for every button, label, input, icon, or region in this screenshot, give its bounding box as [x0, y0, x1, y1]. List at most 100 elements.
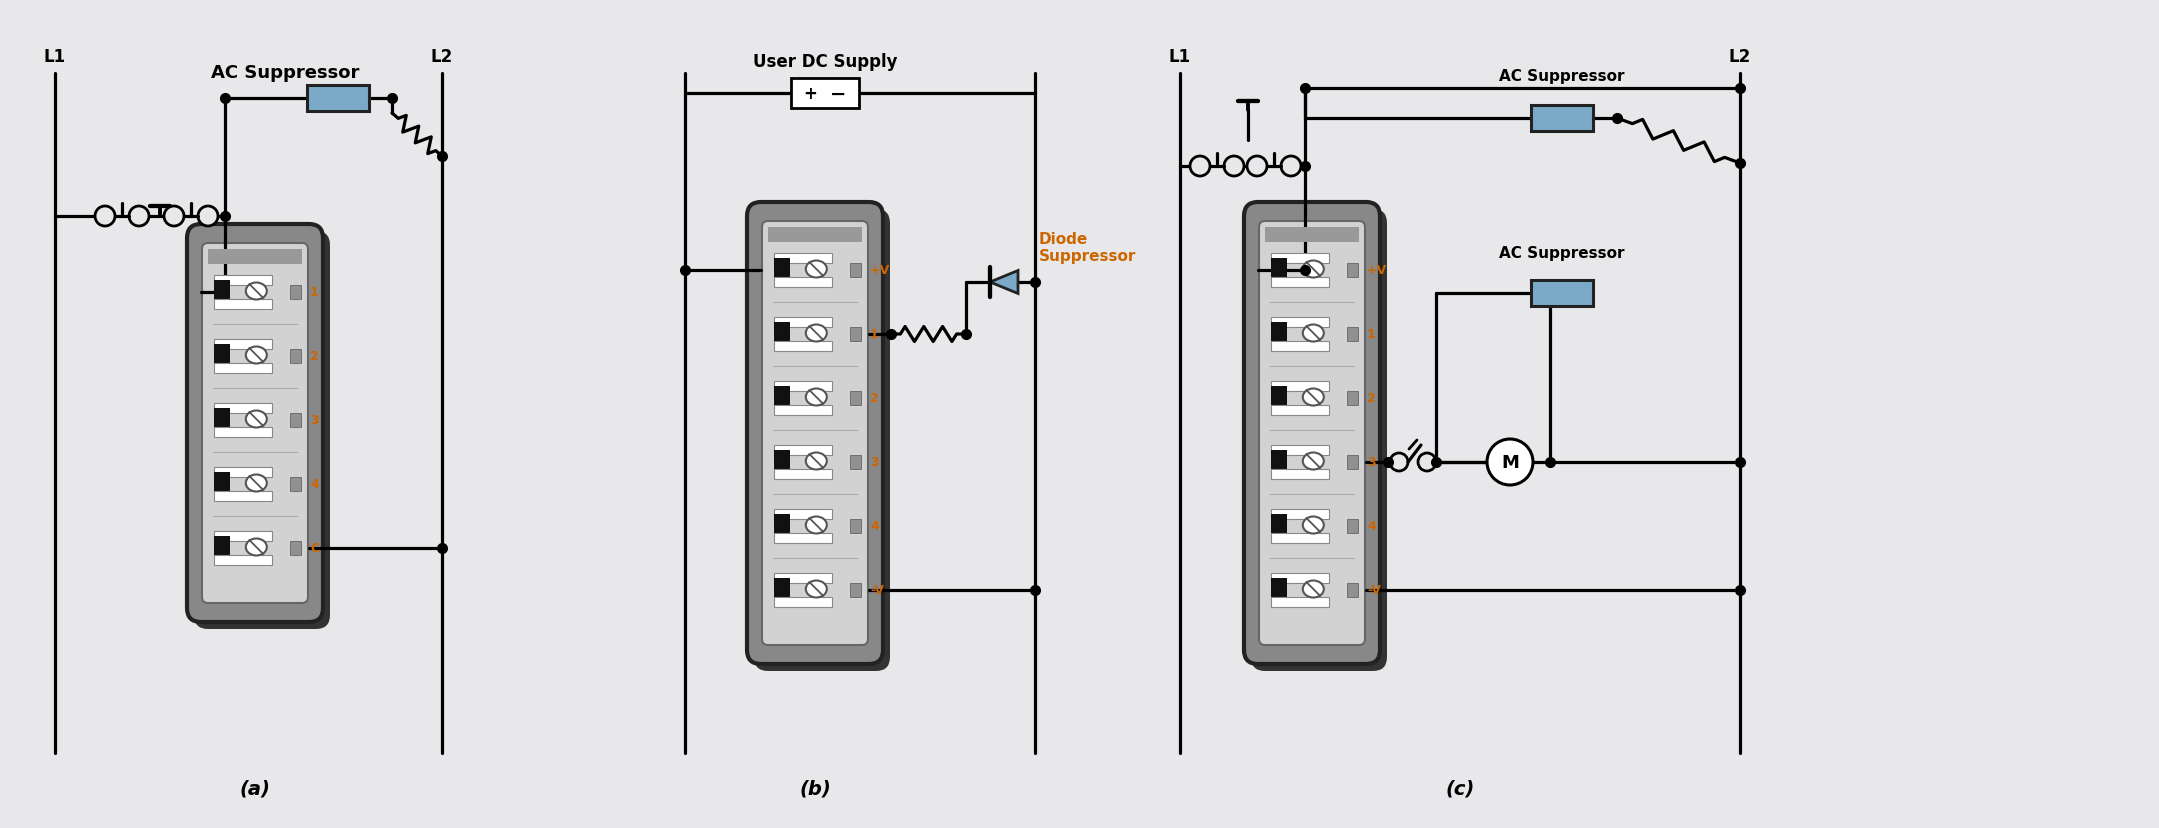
- Ellipse shape: [1302, 517, 1323, 534]
- Bar: [773, 318, 831, 328]
- Text: Diode
Suppressor: Diode Suppressor: [1038, 232, 1136, 264]
- Bar: [1272, 382, 1330, 392]
- Ellipse shape: [1302, 261, 1323, 278]
- FancyBboxPatch shape: [747, 203, 883, 664]
- Circle shape: [199, 207, 218, 227]
- Text: 4: 4: [311, 478, 320, 491]
- Circle shape: [130, 207, 149, 227]
- Bar: [307, 86, 369, 112]
- Bar: [289, 478, 300, 491]
- Bar: [773, 387, 790, 411]
- Ellipse shape: [246, 411, 268, 428]
- Bar: [1347, 328, 1358, 342]
- Bar: [773, 323, 790, 347]
- Circle shape: [1190, 156, 1209, 177]
- Bar: [773, 258, 790, 282]
- Bar: [851, 519, 861, 533]
- Bar: [773, 406, 831, 416]
- Bar: [214, 473, 231, 497]
- Bar: [214, 468, 272, 478]
- Bar: [773, 253, 831, 263]
- Text: M: M: [1501, 454, 1520, 471]
- Circle shape: [1248, 156, 1267, 177]
- Bar: [773, 382, 831, 392]
- Bar: [851, 583, 861, 597]
- Bar: [1272, 450, 1287, 474]
- Bar: [214, 339, 272, 349]
- Bar: [214, 281, 231, 305]
- Bar: [289, 349, 300, 363]
- Bar: [1272, 342, 1330, 352]
- Bar: [773, 277, 831, 287]
- Bar: [1272, 406, 1330, 416]
- Bar: [214, 344, 231, 368]
- Circle shape: [1280, 156, 1302, 177]
- Bar: [773, 445, 831, 455]
- Text: AC Suppressor: AC Suppressor: [1498, 246, 1626, 261]
- Text: -V: -V: [870, 584, 883, 597]
- FancyBboxPatch shape: [188, 224, 324, 623]
- Bar: [1347, 455, 1358, 469]
- Text: 2: 2: [311, 350, 320, 363]
- Bar: [1272, 533, 1330, 543]
- Bar: [1272, 514, 1287, 538]
- Text: (a): (a): [240, 778, 270, 797]
- Ellipse shape: [1302, 325, 1323, 342]
- Bar: [1272, 277, 1330, 287]
- Ellipse shape: [246, 347, 268, 364]
- Bar: [773, 450, 790, 474]
- Bar: [214, 276, 272, 286]
- Bar: [1531, 106, 1593, 132]
- Ellipse shape: [246, 539, 268, 556]
- Circle shape: [95, 207, 114, 227]
- Text: C: C: [311, 542, 320, 555]
- Bar: [1347, 583, 1358, 597]
- Ellipse shape: [805, 325, 827, 342]
- Ellipse shape: [246, 475, 268, 492]
- Text: 2: 2: [1367, 392, 1375, 405]
- Bar: [1272, 597, 1330, 607]
- Ellipse shape: [805, 453, 827, 470]
- Text: L1: L1: [43, 48, 67, 66]
- Ellipse shape: [805, 580, 827, 598]
- Text: +V: +V: [870, 264, 890, 277]
- Circle shape: [164, 207, 184, 227]
- Bar: [214, 363, 272, 373]
- Text: L2: L2: [1729, 48, 1751, 66]
- Ellipse shape: [805, 389, 827, 406]
- Ellipse shape: [805, 261, 827, 278]
- Ellipse shape: [1302, 580, 1323, 598]
- Bar: [773, 573, 831, 583]
- Bar: [773, 597, 831, 607]
- Text: 3: 3: [870, 456, 879, 469]
- Bar: [1272, 258, 1287, 282]
- Circle shape: [1390, 454, 1408, 471]
- Bar: [214, 427, 272, 437]
- Text: 3: 3: [311, 414, 320, 427]
- Ellipse shape: [805, 517, 827, 534]
- Bar: [214, 408, 231, 432]
- Bar: [214, 532, 272, 542]
- Text: (c): (c): [1444, 778, 1475, 797]
- FancyBboxPatch shape: [769, 228, 861, 243]
- Text: 2: 2: [870, 392, 879, 405]
- FancyBboxPatch shape: [1250, 209, 1386, 672]
- Text: −: −: [829, 84, 846, 104]
- Bar: [851, 263, 861, 277]
- FancyBboxPatch shape: [762, 222, 868, 645]
- Text: (b): (b): [799, 778, 831, 797]
- Bar: [1347, 392, 1358, 406]
- Bar: [289, 286, 300, 300]
- FancyBboxPatch shape: [1265, 228, 1358, 243]
- Bar: [214, 556, 272, 566]
- Bar: [1272, 573, 1330, 583]
- Text: +V: +V: [1367, 264, 1388, 277]
- Bar: [214, 491, 272, 502]
- Bar: [1347, 263, 1358, 277]
- Bar: [773, 514, 790, 538]
- Bar: [1272, 469, 1330, 479]
- Bar: [1272, 387, 1287, 411]
- Bar: [289, 413, 300, 427]
- Text: 3: 3: [1367, 456, 1375, 469]
- Bar: [851, 328, 861, 342]
